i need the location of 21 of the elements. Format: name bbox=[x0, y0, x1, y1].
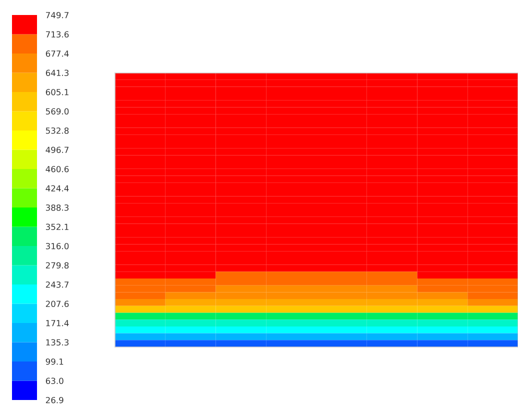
color-bar-label: 63.0 bbox=[46, 378, 64, 384]
color-bar-label: 316.0 bbox=[46, 242, 69, 250]
color-bar-label: 171.4 bbox=[46, 320, 69, 326]
color-bar-label: 496.7 bbox=[46, 146, 68, 154]
color-bar-label: 460.6 bbox=[46, 166, 69, 172]
color-bar-label: 569.0 bbox=[46, 108, 69, 115]
color-bar-label: 99.1 bbox=[46, 358, 64, 365]
color-bar-label: 713.6 bbox=[46, 31, 69, 38]
color-bar-label: 352.1 bbox=[46, 224, 68, 230]
color-bar-label: 677.4 bbox=[46, 50, 69, 57]
color-bar-label: 26.9 bbox=[46, 396, 64, 404]
color-bar-label: 243.7 bbox=[46, 281, 68, 288]
color-bar-label: 532.8 bbox=[46, 127, 69, 134]
color-bar-label: 641.3 bbox=[46, 70, 69, 76]
color-bar-label: 749.7 bbox=[46, 12, 68, 18]
color-bar-label: 388.3 bbox=[46, 204, 69, 211]
color-bar-label: 279.8 bbox=[46, 262, 69, 269]
color-bar-label: 135.3 bbox=[46, 339, 69, 346]
color-bar-label: 424.4 bbox=[46, 185, 69, 192]
color-bar-label: 605.1 bbox=[46, 88, 68, 96]
color-bar-label: 207.6 bbox=[46, 300, 69, 308]
